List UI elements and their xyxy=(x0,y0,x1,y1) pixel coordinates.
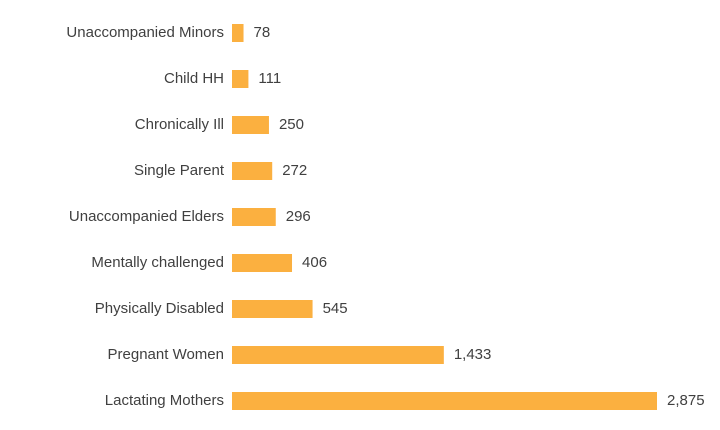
bar xyxy=(232,392,657,410)
category-label: Lactating Mothers xyxy=(105,392,224,409)
bar xyxy=(232,300,313,318)
bar xyxy=(232,70,249,88)
bar xyxy=(232,346,444,364)
bar xyxy=(232,162,273,180)
value-label: 111 xyxy=(258,70,281,87)
bar xyxy=(232,116,269,134)
category-label: Single Parent xyxy=(134,162,225,179)
category-label: Pregnant Women xyxy=(108,346,224,363)
category-label: Unaccompanied Minors xyxy=(66,24,224,41)
category-label: Mentally challenged xyxy=(91,254,224,271)
value-label: 78 xyxy=(254,24,271,41)
value-label: 406 xyxy=(302,254,327,271)
category-label: Unaccompanied Elders xyxy=(69,208,224,225)
bar xyxy=(232,254,293,272)
value-label: 1,433 xyxy=(454,346,492,363)
value-label: 250 xyxy=(279,116,304,133)
category-label: Chronically Ill xyxy=(135,116,224,133)
category-label: Physically Disabled xyxy=(95,300,224,317)
value-label: 272 xyxy=(282,162,307,179)
value-label: 2,875 xyxy=(667,392,705,409)
value-label: 296 xyxy=(286,208,311,225)
bar xyxy=(232,208,276,226)
category-label: Child HH xyxy=(164,70,224,87)
value-label: 545 xyxy=(323,300,348,317)
bar xyxy=(232,24,244,42)
